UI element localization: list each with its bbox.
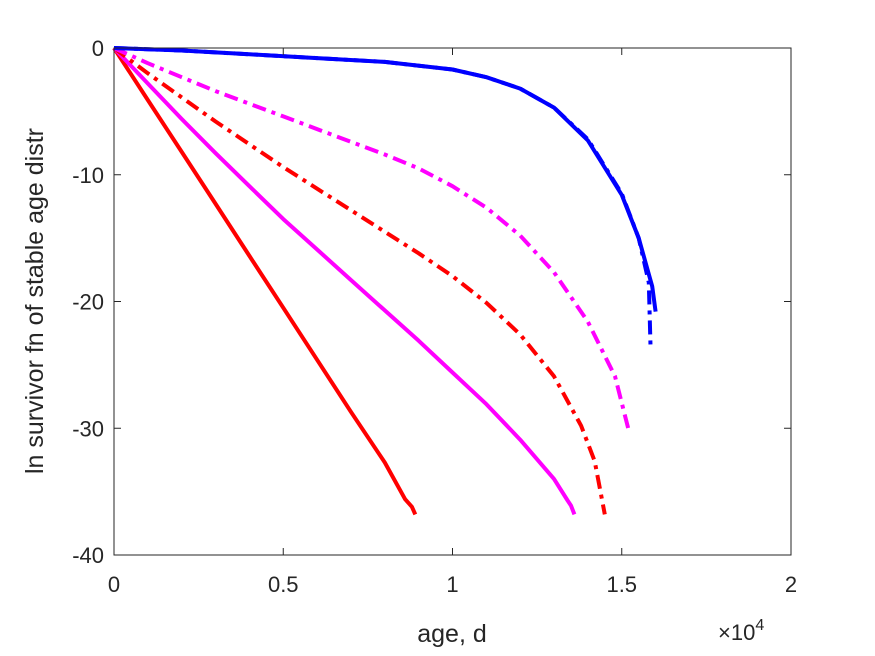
y-tick-label: -20 xyxy=(72,290,104,315)
x-tick-label: 0 xyxy=(108,572,120,597)
x-multiplier-exponent: 4 xyxy=(755,617,764,634)
series-line-6 xyxy=(113,46,658,312)
plot-area xyxy=(114,48,791,555)
x-multiplier-base: ×10 xyxy=(718,620,755,645)
series-line-2 xyxy=(112,46,577,516)
x-axis-title: age, d xyxy=(417,620,487,648)
series-line-4 xyxy=(113,46,631,430)
y-tick-label: 0 xyxy=(92,36,104,61)
y-tick-label: -40 xyxy=(72,543,104,568)
x-tick-label: 0.5 xyxy=(268,572,299,597)
series-line-3 xyxy=(112,46,607,515)
y-axis-title: ln survivor fn of stable age distr xyxy=(21,128,49,474)
x-tick-label: 2 xyxy=(785,572,797,597)
x-multiplier-label: ×104 xyxy=(718,617,764,645)
series-line-1 xyxy=(112,46,418,516)
series-layer xyxy=(112,46,658,516)
x-tick-label: 1.5 xyxy=(606,572,637,597)
x-tick-label: 1 xyxy=(446,572,458,597)
y-tick-label: -10 xyxy=(72,163,104,188)
y-tick-label: -30 xyxy=(72,416,104,441)
tick-layer: 0 0.5 1 1.5 2 0 -10 -20 -30 -40 xyxy=(72,36,797,597)
